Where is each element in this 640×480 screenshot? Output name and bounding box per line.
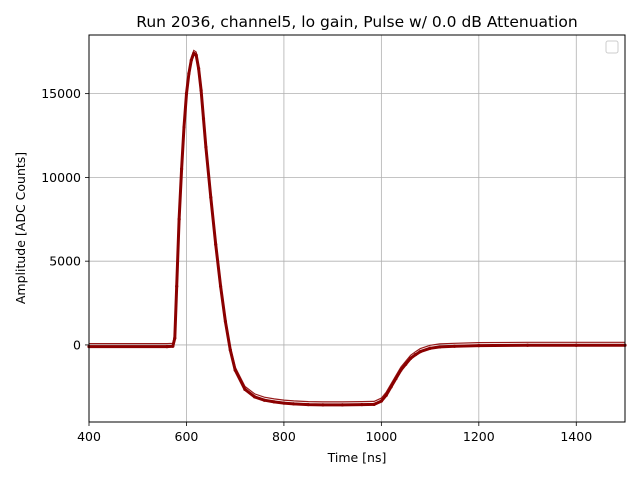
data-point	[262, 398, 267, 402]
data-point	[340, 403, 344, 407]
plot-background	[89, 35, 625, 422]
data-point	[399, 368, 403, 372]
data-point	[228, 348, 232, 352]
data-point	[574, 343, 578, 347]
data-point	[389, 385, 393, 389]
data-point	[394, 376, 398, 381]
data-point	[292, 402, 296, 406]
data-point	[201, 117, 206, 121]
y-axis-label: Amplitude [ADC Counts]	[13, 152, 28, 304]
data-point	[197, 66, 201, 71]
data-point	[243, 387, 247, 391]
data-point	[404, 362, 408, 366]
y-tick-label: 5000	[49, 254, 81, 269]
data-point	[379, 399, 383, 403]
data-point	[477, 344, 481, 348]
data-point	[223, 319, 228, 324]
x-tick-label: 400	[77, 429, 101, 444]
data-point	[418, 350, 422, 354]
data-point	[177, 217, 181, 221]
x-tick-label: 1000	[365, 429, 397, 444]
data-point	[194, 53, 198, 57]
data-point	[272, 400, 276, 404]
series-trace-upper	[89, 49, 625, 403]
data-point	[452, 344, 457, 348]
data-point	[214, 242, 218, 247]
data-point	[165, 345, 169, 349]
data-point	[175, 284, 179, 288]
y-tick-label: 0	[73, 337, 81, 352]
data-point	[192, 51, 196, 56]
data-point	[413, 353, 418, 357]
x-tick-label: 800	[272, 429, 296, 444]
x-tick-label: 1200	[463, 429, 495, 444]
data-point	[321, 403, 325, 407]
data-point	[253, 395, 257, 399]
data-point	[233, 368, 237, 372]
data-point	[525, 343, 530, 347]
data-point	[189, 58, 193, 62]
data-point	[372, 402, 376, 407]
data-point	[218, 284, 223, 288]
data-point	[179, 167, 184, 171]
data-layer	[87, 49, 627, 407]
x-tick-label: 1400	[560, 429, 592, 444]
data-point	[428, 346, 432, 350]
data-point	[187, 71, 191, 76]
y-tick-label: 15000	[41, 86, 81, 101]
data-point	[306, 402, 310, 407]
data-point	[199, 88, 203, 92]
data-point	[173, 336, 177, 340]
legend-box	[605, 40, 619, 54]
y-tick-label: 10000	[41, 170, 81, 185]
data-point	[384, 393, 388, 397]
data-point	[204, 145, 208, 149]
data-point	[182, 125, 186, 129]
x-tick-label: 600	[175, 429, 199, 444]
data-point	[184, 92, 189, 96]
data-point	[209, 195, 213, 200]
y-axis-ticks: 0 5000 10000 15000	[41, 86, 89, 352]
data-point	[438, 345, 442, 349]
data-point	[282, 401, 286, 405]
data-point	[409, 356, 413, 360]
data-point	[171, 344, 175, 348]
x-axis-ticks: 400 600 800 1000 1200 1400	[77, 422, 592, 444]
chart-title: Run 2036, channel5, lo gain, Pulse w/ 0.…	[136, 13, 577, 31]
plot-frame	[88, 34, 626, 423]
x-axis-label: Time [ns]	[327, 450, 387, 465]
data-point	[360, 402, 364, 407]
